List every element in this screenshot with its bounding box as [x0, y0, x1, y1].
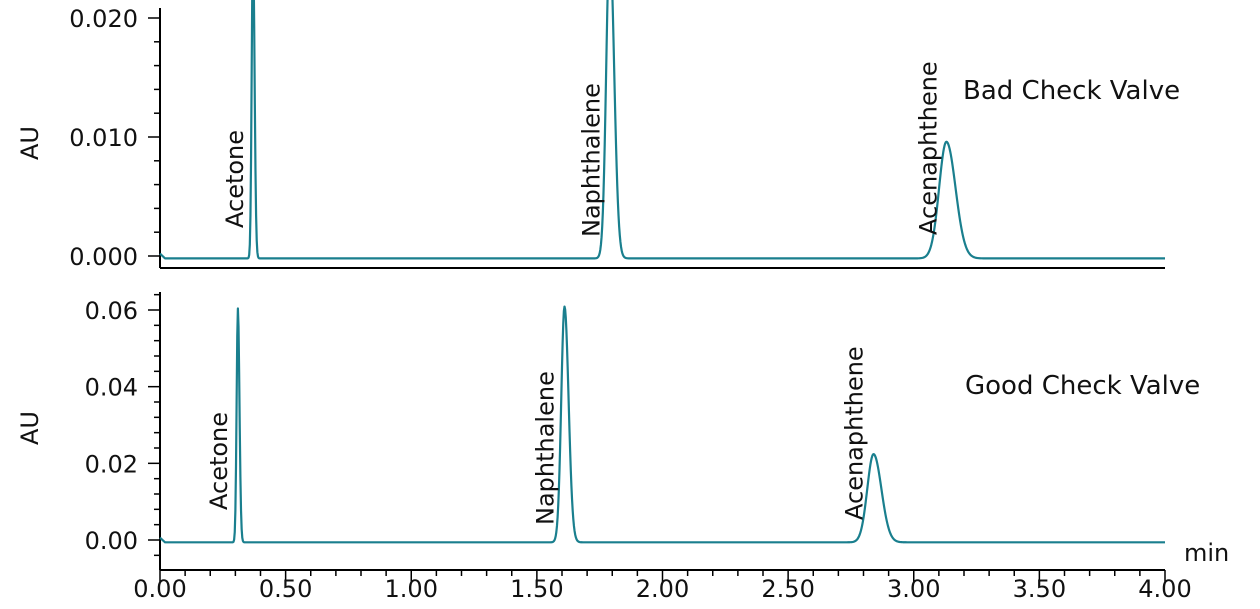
x-tick-label: 0.50: [259, 575, 312, 603]
chromatogram-trace: [159, 0, 1166, 260]
x-tick-label: 2.00: [636, 575, 689, 603]
x-tick-label: 4.00: [1138, 575, 1191, 603]
x-tick-label: 0.00: [133, 575, 186, 603]
y-tick-label: 0.010: [69, 124, 138, 152]
peak-label: Naphthalene: [532, 371, 560, 525]
y-axis-label: AU: [16, 126, 44, 160]
y-axis-label: AU: [16, 411, 44, 445]
peak-label: Acetone: [221, 130, 249, 228]
x-axis-label: min: [1184, 539, 1229, 567]
chromatogram-trace: [159, 305, 1166, 544]
x-tick-label: 3.00: [887, 575, 940, 603]
chart-panel-1: 0.000 0.010 0.020 AU Bad Check Valve Acetone N…: [16, 0, 1180, 271]
y-tick-label: 0.020: [69, 5, 138, 33]
y-tick-label: 0.06: [85, 297, 138, 325]
peak-label: Acenaphthene: [914, 61, 942, 235]
peak-label: Acenaphthene: [841, 346, 869, 520]
x-tick-label: 2.50: [761, 575, 814, 603]
x-tick-label: 1.50: [510, 575, 563, 603]
y-tick-label: 0.04: [85, 374, 138, 402]
y-tick-label: 0.02: [85, 450, 138, 478]
x-tick-label: 1.00: [385, 575, 438, 603]
peak-label: Naphthalene: [578, 83, 606, 237]
x-tick-label: 3.50: [1013, 575, 1066, 603]
peak-label: Acetone: [205, 412, 233, 510]
y-tick-label: 0.000: [69, 243, 138, 271]
panel-title: Good Check Valve: [965, 371, 1200, 401]
y-tick-label: 0.00: [85, 527, 138, 555]
chart-panel-2: 0.00 0.02 0.04 0.06 AU Good Check Valve 0.00 0.…: [16, 292, 1229, 603]
panel-title: Bad Check Valve: [963, 76, 1180, 106]
